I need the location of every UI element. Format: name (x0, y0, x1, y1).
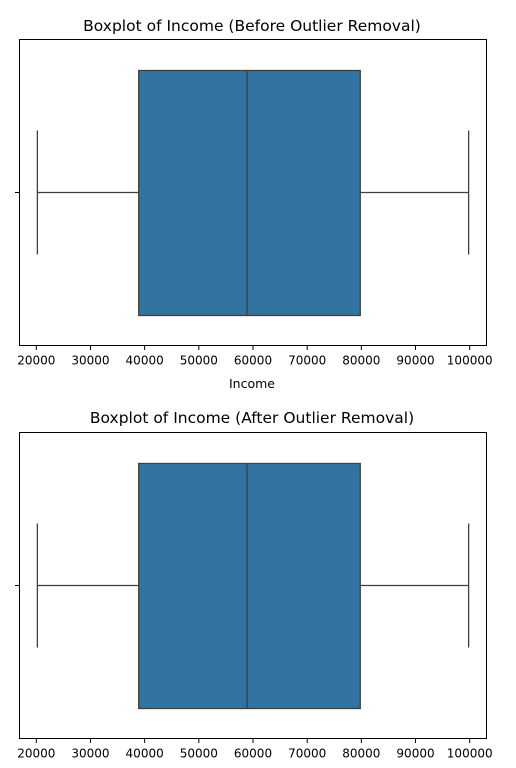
x-axis-label: Income (229, 376, 275, 391)
x-tick-label: 80000 (342, 354, 380, 368)
x-tick-label: 80000 (342, 747, 380, 761)
x-tick-label: 30000 (71, 354, 109, 368)
x-tick-label: 30000 (71, 747, 109, 761)
x-tick-label: 20000 (17, 354, 55, 368)
iqr-box (138, 69, 361, 317)
chart-panel-before: Boxplot of Income (Before Outlier Remova… (15, 17, 493, 391)
x-tick-label: 70000 (288, 354, 326, 368)
x-tick-label: 50000 (180, 354, 218, 368)
x-tick-label: 20000 (17, 747, 55, 761)
chart-title: Boxplot of Income (After Outlier Removal… (90, 409, 414, 427)
x-tick-label: 40000 (126, 354, 164, 368)
x-tick-label: 90000 (396, 354, 434, 368)
x-tick-label: 100000 (447, 747, 493, 761)
iqr-box (138, 462, 361, 710)
x-tick-label: 40000 (126, 747, 164, 761)
x-tick-label: 50000 (180, 747, 218, 761)
x-tick-label: 70000 (288, 747, 326, 761)
x-tick-label: 60000 (234, 747, 272, 761)
x-tick-label: 60000 (234, 354, 272, 368)
x-axis-ticks: 20000 30000 40000 50000 60000 70000 80000 90000… (17, 738, 493, 761)
x-axis-ticks: 20000 30000 40000 50000 60000 70000 80000 90000… (17, 345, 493, 368)
plot-area (36, 462, 470, 710)
chart-title: Boxplot of Income (Before Outlier Remova… (83, 17, 421, 35)
plot-area (36, 69, 470, 317)
x-tick-label: 100000 (447, 354, 493, 368)
x-tick-label: 90000 (396, 747, 434, 761)
chart-panel-after: Boxplot of Income (After Outlier Removal… (15, 409, 493, 761)
